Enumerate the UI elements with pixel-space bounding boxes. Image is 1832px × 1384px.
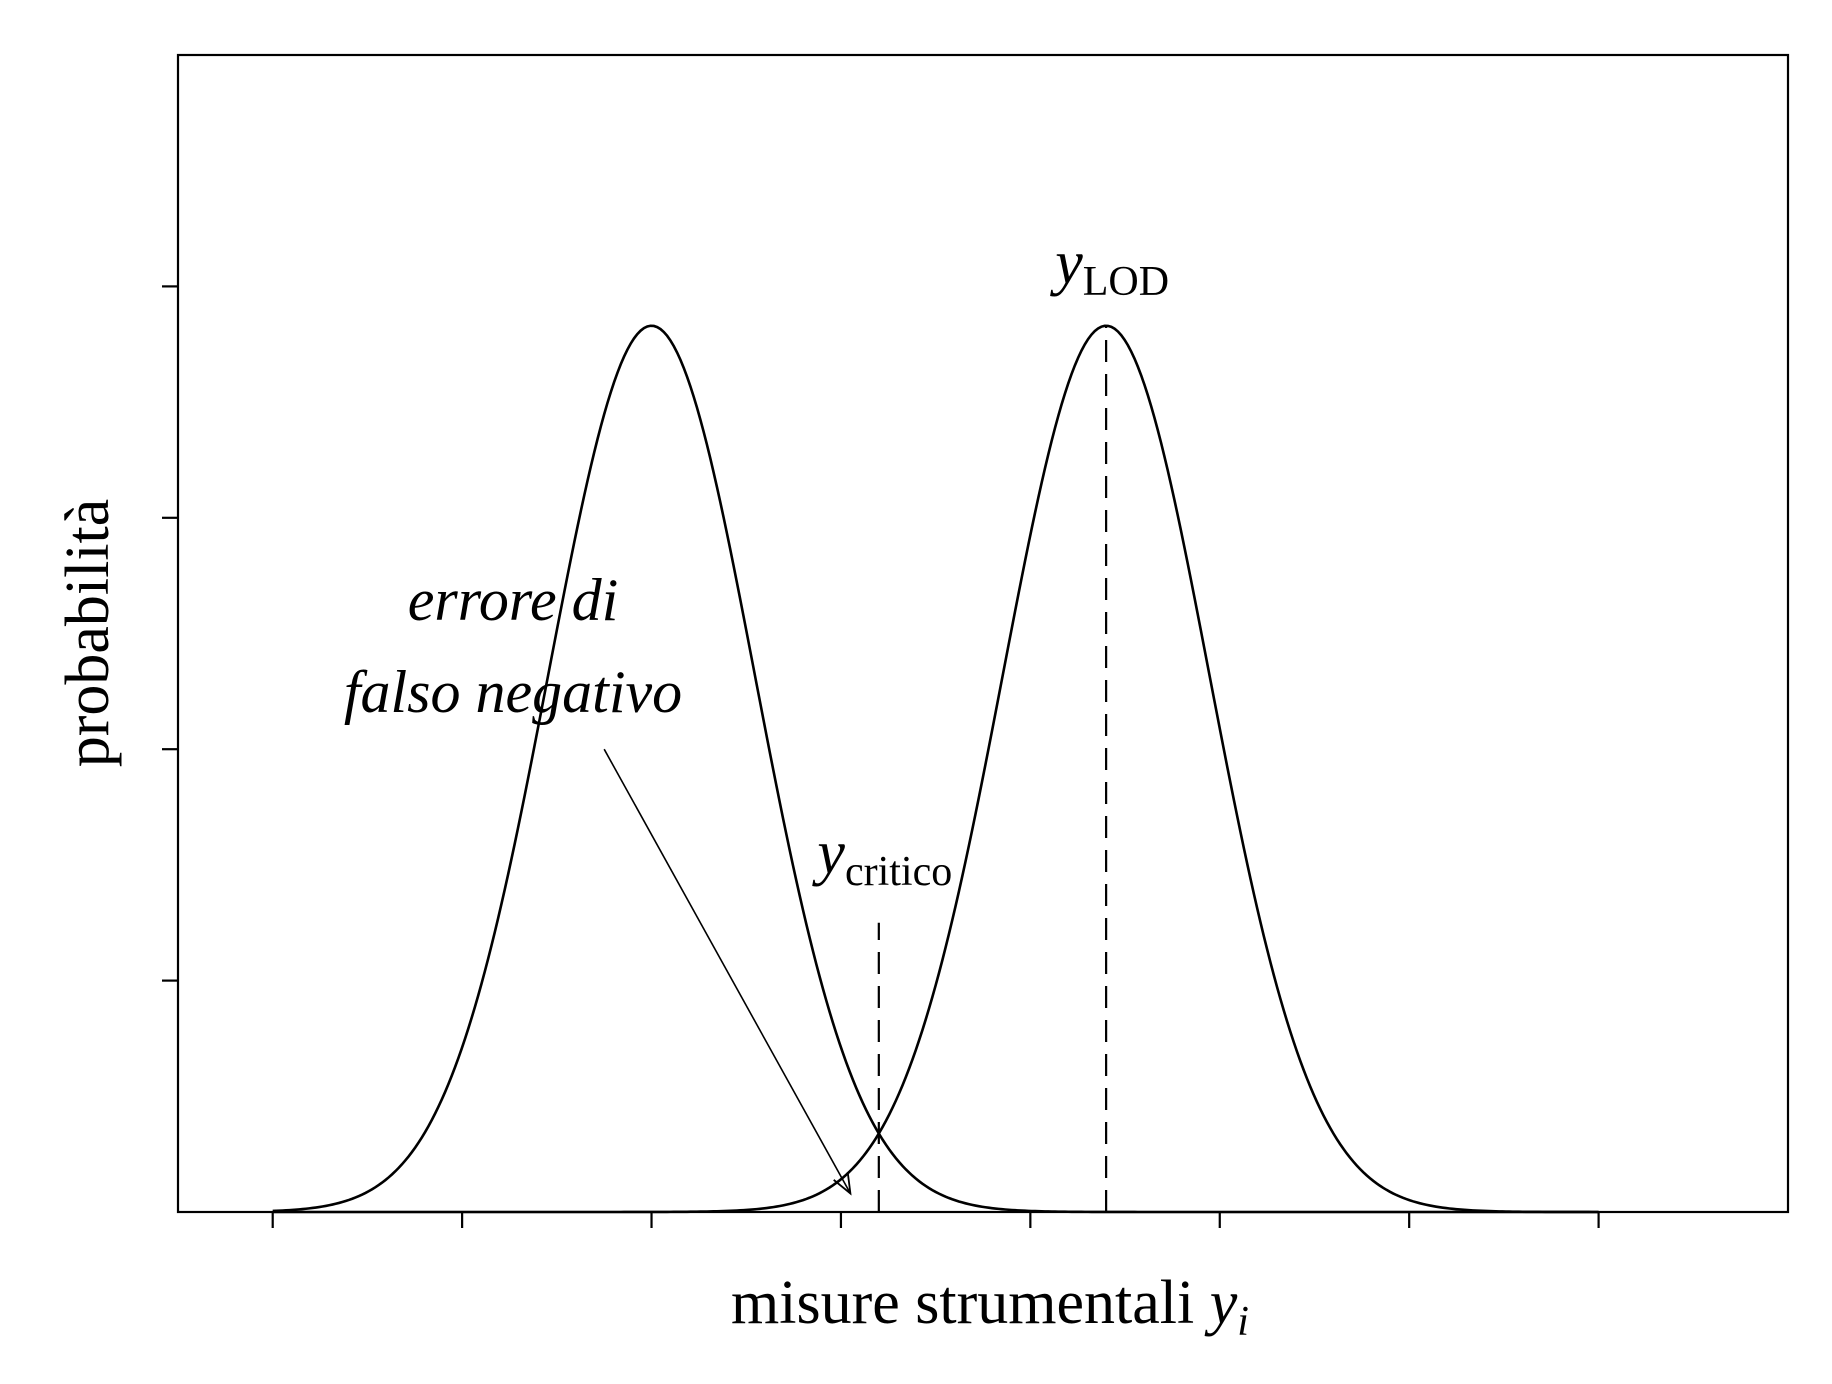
distribution-curves	[272, 324, 1599, 1214]
x-axis-ticks	[271, 1212, 1600, 1228]
annotation-line-1: errore di	[408, 567, 619, 633]
annotation-arrow-group	[603, 748, 850, 1193]
x-axis-label-space	[1194, 1269, 1210, 1337]
y-critico-subscript: critico	[845, 849, 952, 895]
x-axis-label-text: misure strumentali	[731, 1269, 1194, 1337]
y-axis-ticks	[162, 285, 178, 982]
distribution-curve-1	[272, 324, 1599, 1214]
x-axis-label-subscript: i	[1237, 1299, 1249, 1345]
y-lod-subscript: LOD	[1083, 259, 1169, 305]
y-lod-symbol: y	[1049, 229, 1083, 297]
reference-lines	[877, 325, 1108, 1212]
y-lod-label: yLOD	[1049, 229, 1169, 305]
y-critico-label: ycritico	[811, 819, 952, 895]
distribution-curve-2	[272, 324, 1599, 1214]
plot-area-frame	[176, 53, 1790, 1214]
x-axis-label: misure strumentali yi	[731, 1269, 1249, 1345]
y-critico-symbol: y	[811, 819, 845, 887]
annotation-arrow	[603, 748, 850, 1193]
y-axis-label: probabilità	[54, 499, 122, 768]
plot-border	[176, 53, 1790, 1214]
x-axis-label-symbol: y	[1204, 1269, 1238, 1337]
annotation-line-2: falso negativo	[344, 659, 682, 725]
